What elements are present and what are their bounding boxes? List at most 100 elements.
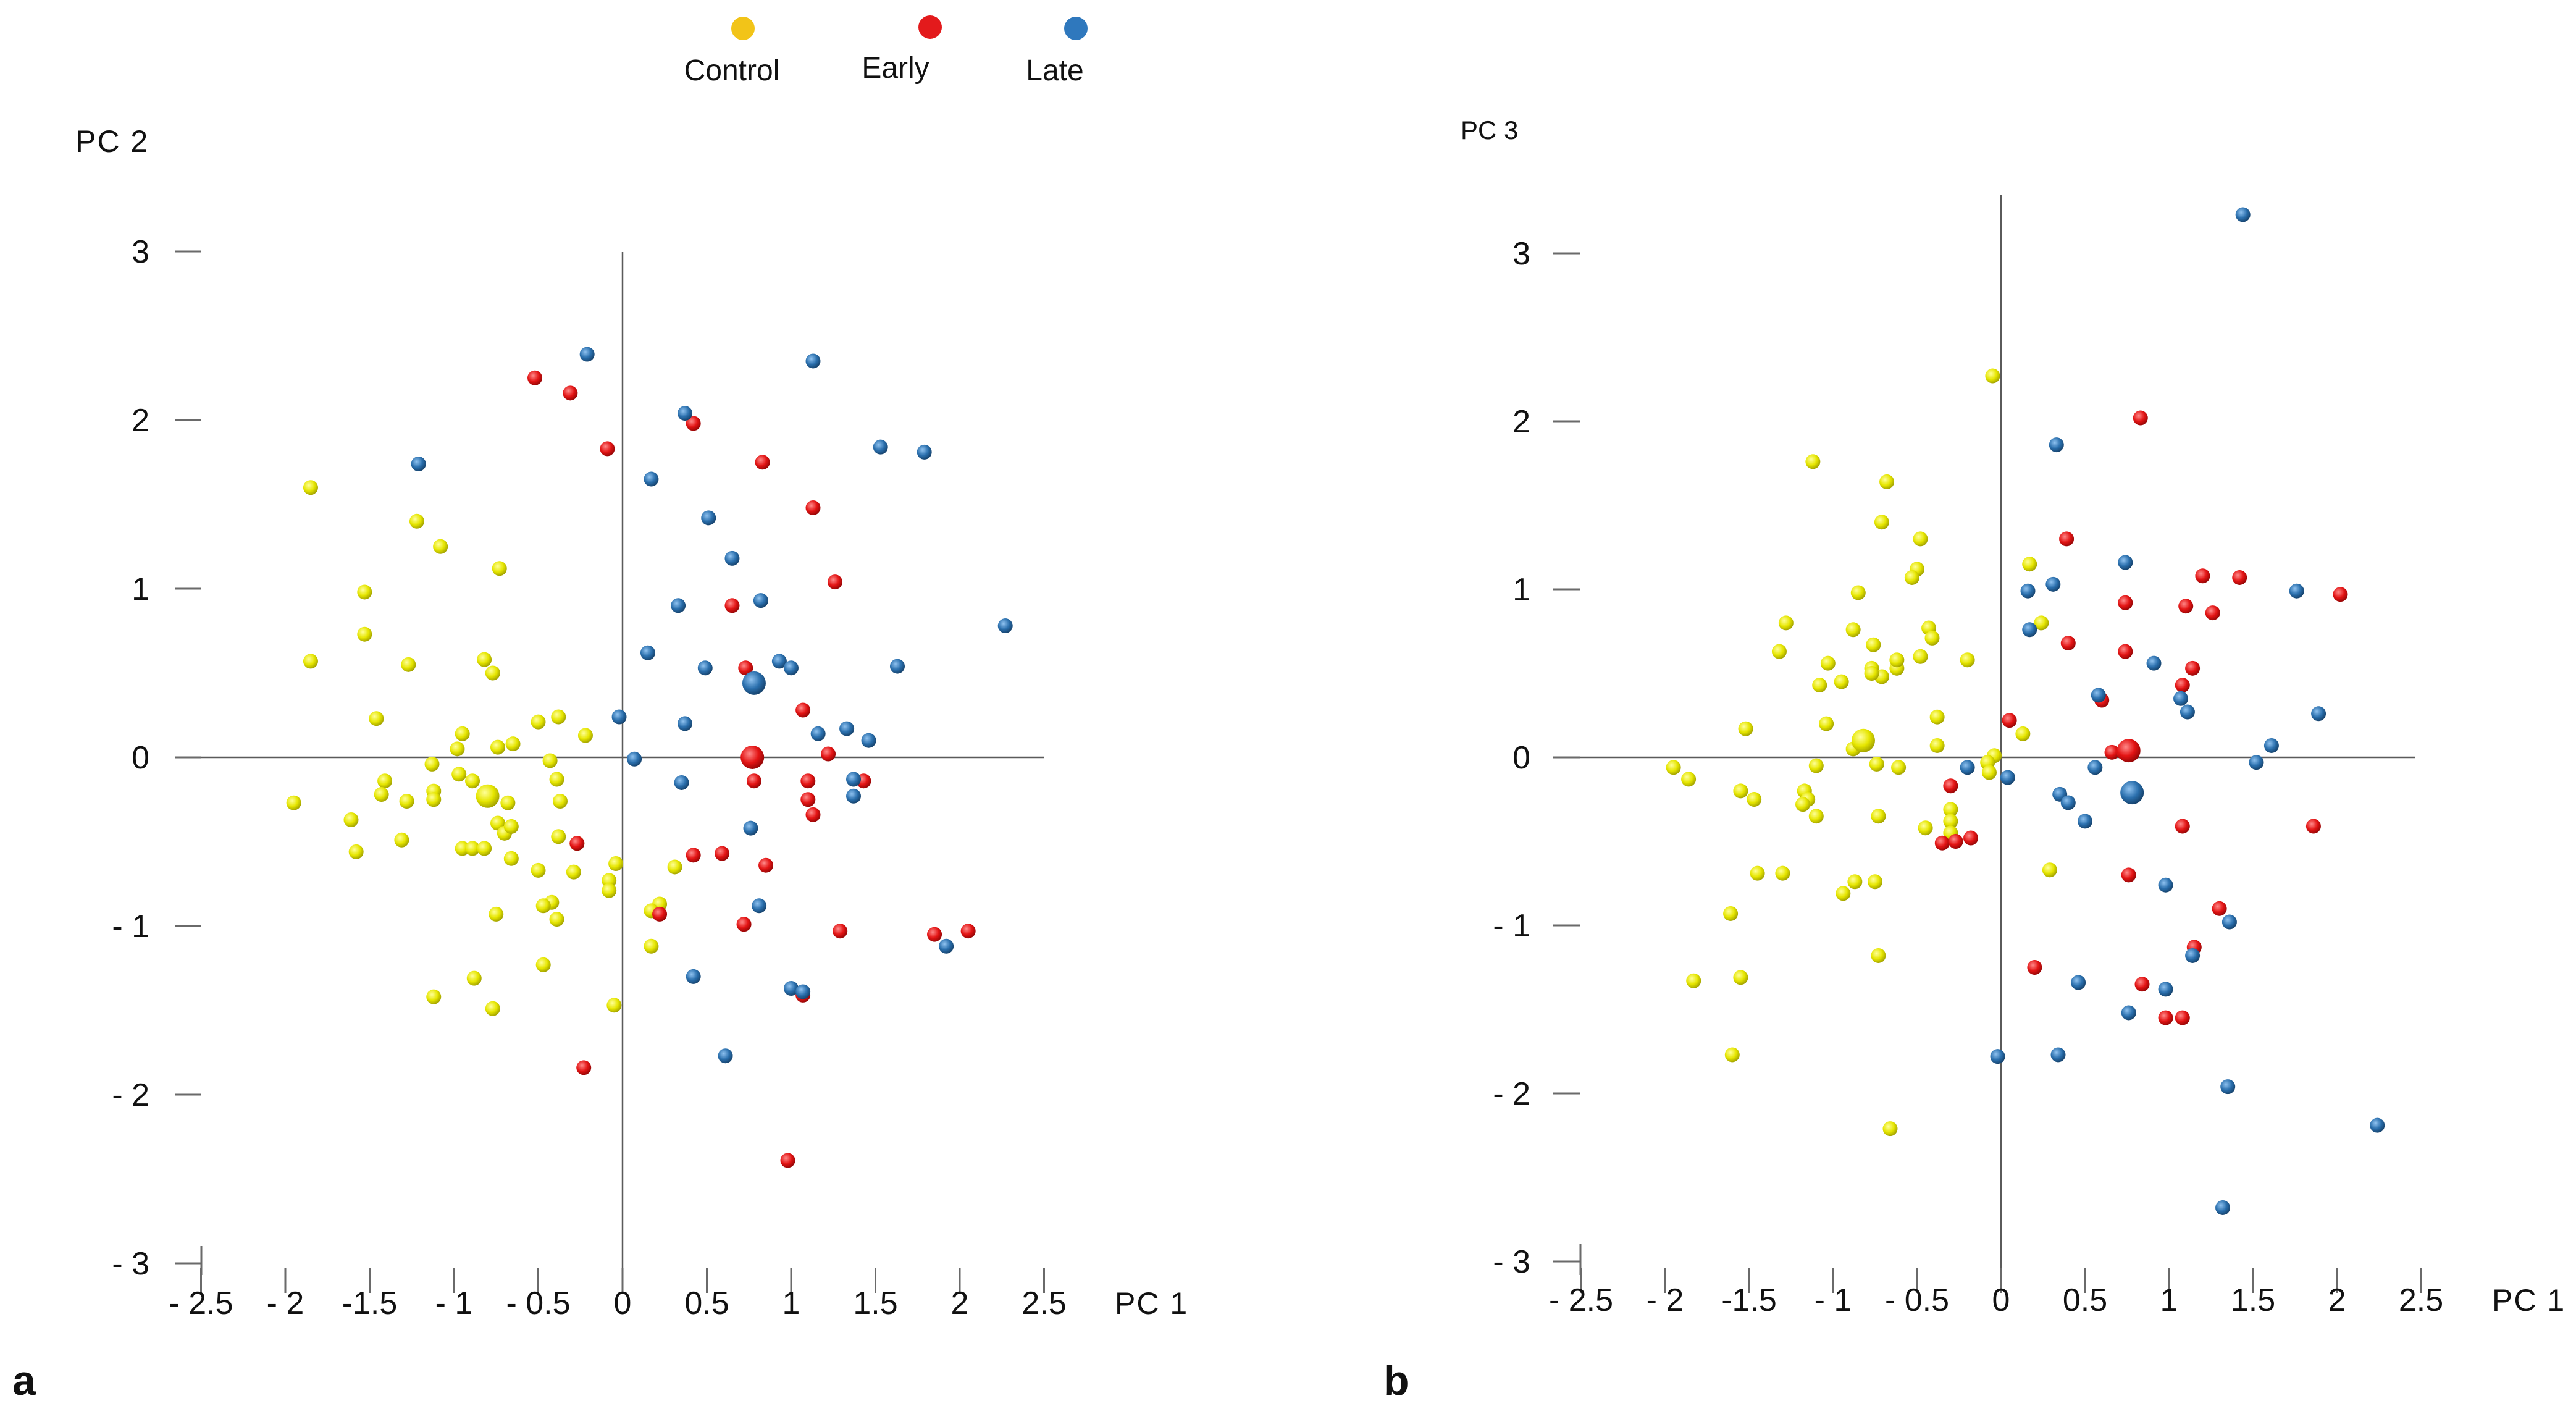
panel-b-y-tick-label: 3 <box>1512 236 1530 272</box>
panel-a-point-control <box>377 773 393 789</box>
panel-a-point-late <box>753 593 768 608</box>
panel-b-point-late <box>2000 770 2015 785</box>
panel-a-point-control <box>369 711 384 726</box>
panel-a-point-control <box>303 654 318 669</box>
panel-b-point-early <box>2158 1010 2173 1025</box>
panel-a-point-late <box>795 984 811 999</box>
panel-a-x-tick-label: - 2.5 <box>169 1286 233 1321</box>
panel-a-point-control <box>477 841 492 856</box>
panel-a-point-control <box>490 739 505 755</box>
panel-b-point-early <box>2118 644 2133 659</box>
panel-b-point-early <box>1934 835 1950 851</box>
panel-a-point-early <box>800 792 816 807</box>
panel-b-point-control <box>1733 783 1748 799</box>
legend-label-late: Late <box>1026 54 1083 87</box>
panel-a-point-control <box>357 584 372 600</box>
panel-b-point-control <box>1891 760 1907 775</box>
panel-a-point-control <box>409 513 424 529</box>
legend-marker-control <box>731 17 755 40</box>
panel-a-point-control <box>503 851 519 866</box>
panel-b-point-control <box>1808 809 1824 824</box>
panel-b-point-late <box>2060 795 2076 810</box>
panel-b-point-late <box>2158 877 2173 893</box>
panel-b-x-tick-label: 2 <box>2328 1282 2346 1318</box>
panel-b-point-late <box>2370 1117 2385 1133</box>
panel-a-point-control <box>466 970 482 986</box>
panel-b-point-early <box>2205 605 2220 621</box>
panel-a-ticks: 3 2 1 0 - 1 - 2 - 3 - 2.5 - 2 -1.5 - 1 - 0.5 0 0.5 1 1.… <box>112 234 1066 1321</box>
panel-b-point-control <box>1889 652 1905 668</box>
panel-b-y-tick-label: - 2 <box>1493 1076 1530 1112</box>
panel-a-point-control <box>608 856 624 871</box>
panel-a-point-control <box>489 906 504 922</box>
panel-a-point-control <box>535 957 551 972</box>
panel-a-point-early <box>746 773 761 789</box>
panel-b-point-control <box>1918 820 1933 836</box>
panel-b-x-axis-title: PC 1 <box>2492 1283 2566 1318</box>
panel-a-y-tick-label: - 2 <box>112 1077 149 1113</box>
panel-a-point-control <box>606 998 622 1013</box>
panel-a-point-control <box>535 898 551 914</box>
panel-a-point-early <box>780 1153 795 1168</box>
panel-b-point-control <box>1733 970 1748 985</box>
panel-b-x-tick-label: 0 <box>1992 1282 2010 1318</box>
panel-a-point-late <box>611 709 627 725</box>
panel-a-axes <box>195 252 1044 1275</box>
panel-b-point-late <box>2263 738 2279 753</box>
panel-a-point-early <box>805 500 821 515</box>
panel-b-point-late <box>2289 583 2304 599</box>
panel-b-point-control <box>2015 726 2031 741</box>
panel-b-point-late <box>2078 814 2092 829</box>
panel-b-point-control <box>1681 772 1697 787</box>
panel-a-point-control <box>505 736 521 752</box>
panel-b-point-control <box>1819 716 1834 731</box>
panel-a-point-late <box>718 1048 733 1064</box>
panel-a-x-tick-label: 1.5 <box>853 1286 897 1321</box>
panel-a-letter: a <box>12 1357 36 1404</box>
panel-a-point-control <box>399 793 414 809</box>
panel-b-x-tick-label: 2.5 <box>2399 1282 2443 1318</box>
panel-a-point-early <box>738 660 753 676</box>
panel-a-x-tick-label: -1.5 <box>342 1286 398 1321</box>
panel-a-point-late <box>752 898 767 914</box>
panel-a-point-late <box>846 772 862 787</box>
panel-b-point-control <box>1929 738 1945 753</box>
panel-b-point-early <box>2118 595 2133 610</box>
panel-b-point-early <box>1963 830 1979 846</box>
panel-b-point-late <box>1960 760 1975 775</box>
panel-a-point-late <box>724 550 740 566</box>
panel-b-point-control <box>1808 758 1824 773</box>
legend-item-control: Control <box>684 17 779 87</box>
panel-b-y-axis-title: PC 3 <box>1461 116 1518 145</box>
panel-a-point-late <box>701 510 716 526</box>
panel-a-point-late <box>771 654 787 669</box>
panel-a-point-late <box>627 751 642 767</box>
panel-b-point-early <box>2195 568 2210 584</box>
panel-b-point-early <box>2178 599 2194 614</box>
panel-b-centroid-control <box>1851 728 1875 752</box>
panel-a-point-early <box>686 848 701 863</box>
panel-a-point-control <box>549 912 564 927</box>
panel-a-point-control <box>485 665 500 681</box>
panel-a-y-tick-label: 1 <box>132 571 149 607</box>
panel-a-point-late <box>686 969 701 984</box>
panel-a-x-tick-label: 0 <box>614 1286 632 1321</box>
panel-a-point-late <box>939 938 954 954</box>
panel-a-point-control <box>577 728 593 743</box>
panel-a-point-control <box>644 938 659 954</box>
panel-a-point-control <box>465 773 480 789</box>
panel-a-point-early <box>715 846 730 861</box>
panel-b-point-early <box>2060 636 2076 651</box>
panel-a-point-control <box>450 741 465 757</box>
panel-a-point-early <box>686 416 701 431</box>
panel-a-point-early <box>576 1060 592 1075</box>
panel-a-point-early <box>800 773 816 789</box>
panel-b-point-control <box>1981 765 1997 780</box>
panel-a-point-early <box>833 924 848 939</box>
panel-a-point-late <box>997 618 1013 634</box>
panel-b-point-late <box>2220 1079 2236 1095</box>
panel-b-point-late <box>2221 914 2237 930</box>
panel-a-point-control <box>455 726 470 741</box>
panel-a-point-control <box>549 772 564 787</box>
panel-a-point-early <box>827 574 842 590</box>
